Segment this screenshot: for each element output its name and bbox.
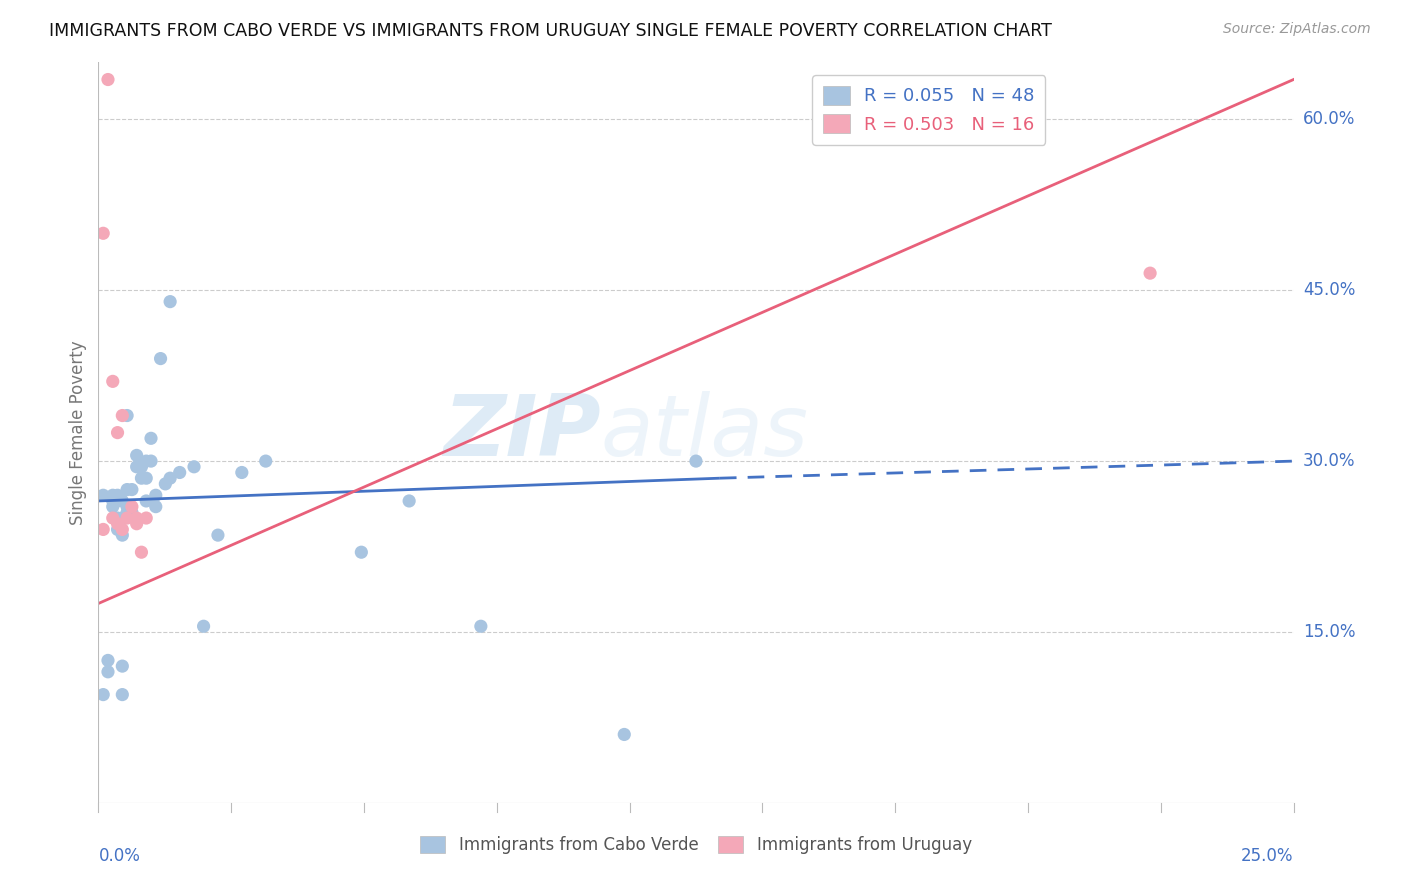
- Point: [613, 727, 636, 741]
- Point: [169, 466, 191, 480]
- Text: Source: ZipAtlas.com: Source: ZipAtlas.com: [1223, 22, 1371, 37]
- Point: [97, 72, 120, 87]
- Text: 15.0%: 15.0%: [1303, 623, 1355, 641]
- Point: [125, 449, 148, 463]
- Point: [135, 454, 157, 468]
- Point: [145, 488, 167, 502]
- Point: [685, 454, 707, 468]
- Point: [159, 471, 181, 485]
- Point: [231, 466, 253, 480]
- Point: [135, 471, 157, 485]
- Point: [254, 454, 277, 468]
- Point: [350, 545, 373, 559]
- Point: [149, 351, 172, 366]
- Point: [115, 505, 138, 519]
- Text: atlas: atlas: [600, 391, 808, 475]
- Text: 0.0%: 0.0%: [98, 847, 141, 865]
- Text: 60.0%: 60.0%: [1303, 111, 1355, 128]
- Point: [135, 511, 157, 525]
- Point: [111, 511, 134, 525]
- Point: [111, 494, 134, 508]
- Point: [125, 516, 148, 531]
- Point: [121, 483, 143, 497]
- Point: [121, 500, 143, 514]
- Point: [111, 659, 134, 673]
- Point: [1139, 266, 1161, 280]
- Point: [470, 619, 492, 633]
- Point: [101, 494, 124, 508]
- Point: [115, 483, 138, 497]
- Point: [97, 653, 120, 667]
- Point: [107, 425, 129, 440]
- Point: [115, 409, 138, 423]
- Y-axis label: Single Female Poverty: Single Female Poverty: [69, 341, 87, 524]
- Text: ZIP: ZIP: [443, 391, 600, 475]
- Point: [207, 528, 229, 542]
- Point: [139, 454, 162, 468]
- Point: [101, 500, 124, 514]
- Point: [107, 516, 129, 531]
- Point: [155, 476, 177, 491]
- Point: [131, 471, 153, 485]
- Point: [131, 459, 153, 474]
- Text: 45.0%: 45.0%: [1303, 281, 1355, 299]
- Point: [125, 511, 148, 525]
- Point: [398, 494, 420, 508]
- Point: [91, 488, 114, 502]
- Text: 30.0%: 30.0%: [1303, 452, 1355, 470]
- Point: [193, 619, 215, 633]
- Point: [111, 528, 134, 542]
- Point: [91, 227, 114, 241]
- Point: [159, 294, 181, 309]
- Point: [111, 523, 134, 537]
- Point: [107, 488, 129, 502]
- Point: [107, 494, 129, 508]
- Point: [115, 500, 138, 514]
- Point: [111, 409, 134, 423]
- Point: [145, 500, 167, 514]
- Point: [91, 523, 114, 537]
- Point: [115, 511, 138, 525]
- Point: [101, 375, 124, 389]
- Point: [131, 545, 153, 559]
- Point: [97, 665, 120, 679]
- Point: [139, 431, 162, 445]
- Text: IMMIGRANTS FROM CABO VERDE VS IMMIGRANTS FROM URUGUAY SINGLE FEMALE POVERTY CORR: IMMIGRANTS FROM CABO VERDE VS IMMIGRANTS…: [49, 22, 1052, 40]
- Text: 25.0%: 25.0%: [1241, 847, 1294, 865]
- Point: [91, 688, 114, 702]
- Point: [121, 505, 143, 519]
- Point: [125, 459, 148, 474]
- Point: [135, 494, 157, 508]
- Point: [183, 459, 205, 474]
- Point: [107, 511, 129, 525]
- Legend: Immigrants from Cabo Verde, Immigrants from Uruguay: Immigrants from Cabo Verde, Immigrants f…: [413, 830, 979, 861]
- Point: [107, 523, 129, 537]
- Point: [101, 511, 124, 525]
- Point: [111, 688, 134, 702]
- Point: [101, 488, 124, 502]
